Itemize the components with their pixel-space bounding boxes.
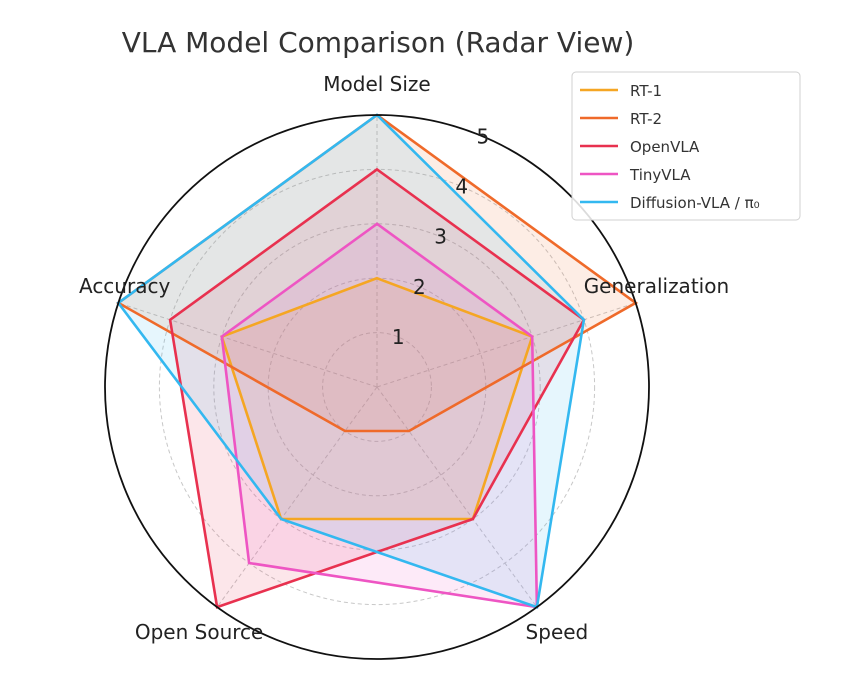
axis-label: Speed xyxy=(526,620,589,644)
series-lines xyxy=(115,113,639,609)
series-fill-rt-1 xyxy=(221,278,533,519)
legend-label: OpenVLA xyxy=(630,138,700,156)
series-fills xyxy=(118,115,636,608)
grid-spoke xyxy=(118,302,378,388)
series-line-diffusion-vla xyxy=(116,113,586,609)
legend-box xyxy=(571,71,801,221)
series-fill-tinyvla xyxy=(221,223,537,608)
legend-label: RT-2 xyxy=(630,110,662,128)
r-tick-label: 1 xyxy=(392,325,405,349)
axis-label: Model Size xyxy=(323,72,430,96)
r-tick-label: 2 xyxy=(413,275,426,299)
grid-circle xyxy=(322,332,432,442)
series-fill-rt-2 xyxy=(118,115,636,431)
series-line-rt-1 xyxy=(220,276,534,521)
legend: RT-1 RT-2 OpenVLA TinyVLA Diffusion-VLA / π₀ xyxy=(571,71,801,221)
series-line-openvla xyxy=(168,167,586,609)
r-tick-label: 4 xyxy=(455,175,468,199)
grid-spoke xyxy=(216,386,378,608)
legend-label: RT-1 xyxy=(630,82,662,100)
axis-label: Open Source xyxy=(135,620,263,644)
grid-spoke xyxy=(376,386,538,608)
outer-circle xyxy=(104,114,650,660)
axis-label: Generalization xyxy=(584,274,729,298)
chart-title: VLA Model Comparison (Radar View) xyxy=(122,26,635,59)
legend-label: Diffusion-VLA / π₀ xyxy=(630,194,760,212)
axis-labels: Model Size Generalization Speed Open Source… xyxy=(79,72,729,644)
series-line-tinyvla xyxy=(220,222,539,609)
radial-tick-labels: 1 2 3 4 5 xyxy=(392,125,489,349)
grid-circle xyxy=(213,223,541,551)
series-fill-diffusion-vla xyxy=(118,115,584,608)
legend-label: TinyVLA xyxy=(629,166,691,184)
r-tick-label: 3 xyxy=(434,225,447,249)
grid-spoke xyxy=(376,302,636,388)
axis-label: Accuracy xyxy=(79,274,170,298)
r-tick-label: 5 xyxy=(477,125,490,149)
